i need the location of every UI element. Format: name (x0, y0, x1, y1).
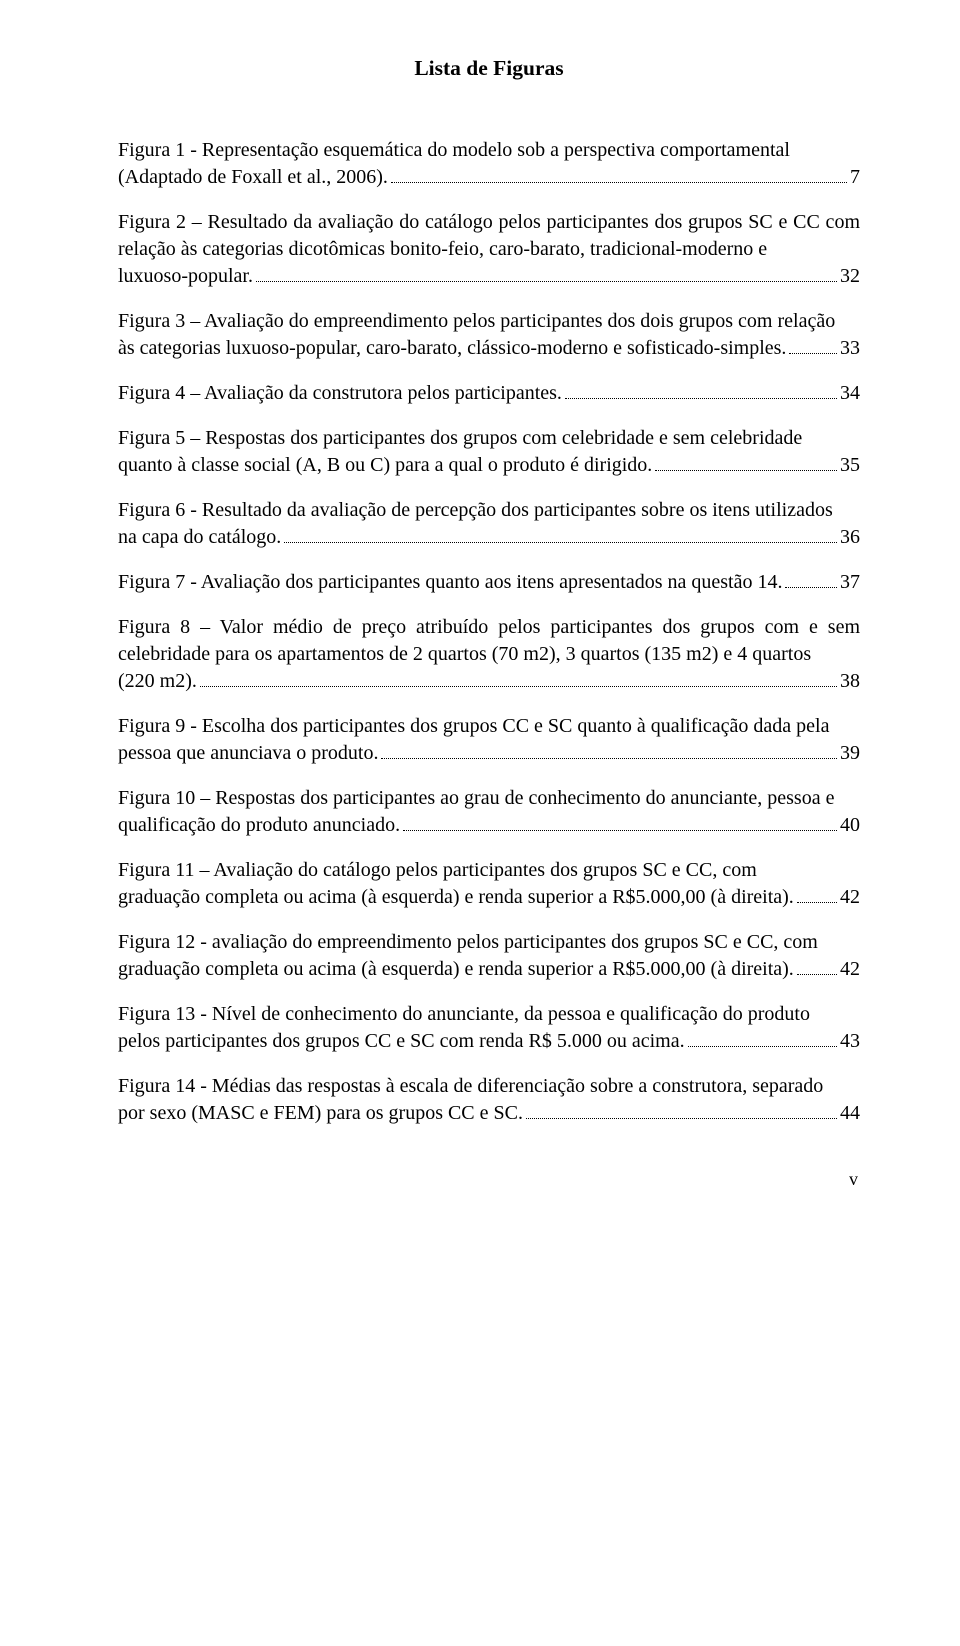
toc-entry-tail-text: quanto à classe social (A, B ou C) para … (118, 452, 652, 479)
dot-leader (655, 454, 837, 471)
toc-entry-lastline: graduação completa ou acima (à esquerda)… (118, 956, 860, 983)
toc-entry-text: Figura 9 - Escolha dos participantes dos… (118, 713, 860, 740)
toc-entry: Figura 10 – Respostas dos participantes … (118, 785, 860, 839)
toc-entry-lastline: Figura 7 - Avaliação dos participantes q… (118, 569, 860, 596)
toc-entry-text: Figura 13 - Nível de conhecimento do anu… (118, 1001, 860, 1028)
toc-entry-lastline: pessoa que anunciava o produto. 39 (118, 740, 860, 767)
dot-leader (526, 1102, 837, 1119)
toc-page-number: 39 (840, 740, 860, 767)
dot-leader (284, 526, 837, 543)
toc-entry-tail-text: (220 m2). (118, 668, 197, 695)
toc-entry-text: Figura 11 – Avaliação do catálogo pelos … (118, 857, 860, 884)
toc-page-number: 34 (840, 380, 860, 407)
toc-entry: Figura 14 - Médias das respostas à escal… (118, 1073, 860, 1127)
toc-page-number: 43 (840, 1028, 860, 1055)
toc-entry-lastline: (Adaptado de Foxall et al., 2006). 7 (118, 164, 860, 191)
toc-entry: Figura 13 - Nível de conhecimento do anu… (118, 1001, 860, 1055)
toc-entry-tail-text: Figura 4 – Avaliação da construtora pelo… (118, 380, 562, 407)
toc-entry-lastline: pelos participantes dos grupos CC e SC c… (118, 1028, 860, 1055)
toc-entry: Figura 9 - Escolha dos participantes dos… (118, 713, 860, 767)
toc-entry-lastline: às categorias luxuoso-popular, caro-bara… (118, 335, 860, 362)
entries-list: Figura 1 - Representação esquemática do … (118, 137, 860, 1127)
toc-entry: Figura 11 – Avaliação do catálogo pelos … (118, 857, 860, 911)
dot-leader (403, 814, 837, 831)
toc-entry-tail-text: graduação completa ou acima (à esquerda)… (118, 884, 794, 911)
toc-entry-text: Figura 8 – Valor médio de preço atribuíd… (118, 614, 860, 668)
toc-page-number: 40 (840, 812, 860, 839)
dot-leader (797, 958, 837, 975)
toc-entry: Figura 4 – Avaliação da construtora pelo… (118, 380, 860, 407)
toc-entry-text: Figura 6 - Resultado da avaliação de per… (118, 497, 860, 524)
toc-entry-tail-text: pelos participantes dos grupos CC e SC c… (118, 1028, 685, 1055)
toc-entry-lastline: (220 m2). 38 (118, 668, 860, 695)
toc-page-number: 42 (840, 956, 860, 983)
page-container: Lista de Figuras Figura 1 - Representaçã… (0, 0, 960, 1231)
dot-leader (797, 886, 837, 903)
toc-entry-text: Figura 14 - Médias das respostas à escal… (118, 1073, 860, 1100)
toc-entry-lastline: quanto à classe social (A, B ou C) para … (118, 452, 860, 479)
toc-entry-lastline: na capa do catálogo. 36 (118, 524, 860, 551)
toc-page-number: 36 (840, 524, 860, 551)
dot-leader (789, 337, 837, 354)
toc-entry-text: Figura 10 – Respostas dos participantes … (118, 785, 860, 812)
toc-page-number: 37 (840, 569, 860, 596)
page-title: Lista de Figuras (118, 54, 860, 83)
toc-entry: Figura 7 - Avaliação dos participantes q… (118, 569, 860, 596)
toc-entry-tail-text: qualificação do produto anunciado. (118, 812, 400, 839)
toc-entry-lastline: por sexo (MASC e FEM) para os grupos CC … (118, 1100, 860, 1127)
toc-entry: Figura 12 - avaliação do empreendimento … (118, 929, 860, 983)
toc-page-number: 38 (840, 668, 860, 695)
dot-leader (688, 1030, 837, 1047)
toc-entry: Figura 1 - Representação esquemática do … (118, 137, 860, 191)
toc-page-number: 33 (840, 335, 860, 362)
toc-entry-tail-text: Figura 7 - Avaliação dos participantes q… (118, 569, 782, 596)
toc-entry-tail-text: pessoa que anunciava o produto. (118, 740, 378, 767)
toc-page-number: 32 (840, 263, 860, 290)
page-number-footer: v (118, 1167, 860, 1191)
toc-entry-lastline: graduação completa ou acima (à esquerda)… (118, 884, 860, 911)
dot-leader (256, 265, 837, 282)
toc-page-number: 44 (840, 1100, 860, 1127)
toc-entry: Figura 5 – Respostas dos participantes d… (118, 425, 860, 479)
toc-entry-tail-text: às categorias luxuoso-popular, caro-bara… (118, 335, 786, 362)
toc-entry: Figura 8 – Valor médio de preço atribuíd… (118, 614, 860, 695)
toc-entry: Figura 2 – Resultado da avaliação do cat… (118, 209, 860, 290)
toc-page-number: 42 (840, 884, 860, 911)
toc-entry-text: Figura 12 - avaliação do empreendimento … (118, 929, 860, 956)
toc-entry-lastline: luxuoso-popular. 32 (118, 263, 860, 290)
dot-leader (381, 742, 837, 759)
toc-entry-text: Figura 1 - Representação esquemática do … (118, 137, 860, 164)
toc-entry-tail-text: (Adaptado de Foxall et al., 2006). (118, 164, 388, 191)
toc-entry-lastline: qualificação do produto anunciado. 40 (118, 812, 860, 839)
toc-entry-tail-text: na capa do catálogo. (118, 524, 281, 551)
dot-leader (391, 166, 847, 183)
toc-entry-tail-text: luxuoso-popular. (118, 263, 253, 290)
toc-entry-text: Figura 3 – Avaliação do empreendimento p… (118, 308, 860, 335)
toc-entry-lastline: Figura 4 – Avaliação da construtora pelo… (118, 380, 860, 407)
toc-entry-tail-text: por sexo (MASC e FEM) para os grupos CC … (118, 1100, 523, 1127)
toc-entry-text: Figura 2 – Resultado da avaliação do cat… (118, 209, 860, 263)
toc-entry: Figura 3 – Avaliação do empreendimento p… (118, 308, 860, 362)
toc-entry-tail-text: graduação completa ou acima (à esquerda)… (118, 956, 794, 983)
toc-page-number: 7 (850, 164, 860, 191)
toc-page-number: 35 (840, 452, 860, 479)
dot-leader (565, 382, 837, 399)
toc-entry-text: Figura 5 – Respostas dos participantes d… (118, 425, 860, 452)
dot-leader (785, 571, 837, 588)
toc-entry: Figura 6 - Resultado da avaliação de per… (118, 497, 860, 551)
dot-leader (200, 670, 837, 687)
